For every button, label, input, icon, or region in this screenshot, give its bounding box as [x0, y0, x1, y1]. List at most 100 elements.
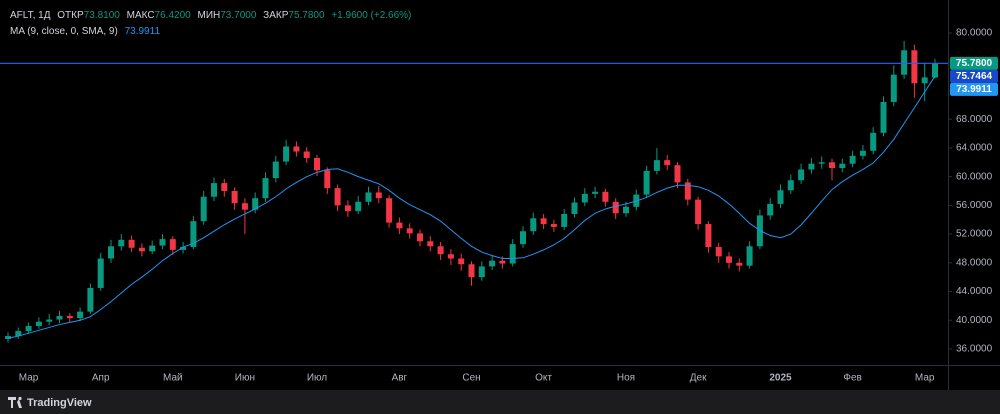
candle-body: [530, 218, 537, 232]
candle-body: [643, 170, 650, 195]
candle-body: [911, 50, 918, 84]
candle-body: [324, 170, 331, 189]
ma-price-label-box: [950, 82, 998, 96]
candle-body: [66, 315, 73, 319]
ma-name: MA (9, close, 0, SMA, 9): [10, 26, 118, 37]
candle-body: [726, 256, 732, 263]
candle-body: [221, 183, 228, 192]
candle-body: [241, 203, 248, 210]
candle-body: [849, 155, 856, 164]
open-label: ОТКР: [57, 10, 84, 21]
y-tick-label: 64.0000: [956, 143, 993, 154]
candle-body: [5, 336, 11, 339]
candle-body: [468, 264, 475, 278]
candle-body: [293, 146, 300, 152]
y-tick-label: 40.0000: [956, 315, 993, 326]
candle-body: [664, 160, 671, 166]
candle-body: [581, 193, 588, 203]
x-tick-label: Дек: [690, 373, 707, 384]
x-tick-label: Мар: [19, 373, 39, 384]
candle-body: [684, 182, 691, 200]
candle-body: [417, 233, 423, 242]
candle-body: [921, 77, 928, 84]
candle-body: [798, 169, 805, 181]
candle-body: [314, 157, 320, 171]
x-tick-label: Апр: [92, 373, 110, 384]
x-tick-label: Мар: [915, 373, 935, 384]
candle-body: [437, 246, 444, 255]
candle-body: [344, 205, 351, 212]
candle-body: [97, 258, 104, 288]
candle-body: [561, 213, 568, 227]
y-tick-label: 80.0000: [956, 28, 993, 39]
candle-body: [767, 203, 774, 216]
footer-brand: TradingView: [27, 397, 92, 409]
candle-body: [303, 151, 310, 158]
x-tick-label: Ноя: [617, 373, 635, 384]
candle-body: [818, 162, 825, 164]
candle-body: [932, 63, 938, 78]
x-tick-label: Окт: [535, 373, 552, 384]
candle-body: [211, 183, 217, 197]
candle-body: [787, 180, 794, 191]
y-tick-label: 68.0000: [956, 114, 993, 125]
x-tick-label: Июн: [235, 373, 255, 384]
candle-body: [880, 101, 887, 133]
candle-body: [262, 178, 269, 199]
candle-body: [35, 321, 42, 327]
candle-body: [334, 188, 341, 206]
candle-body: [427, 241, 434, 247]
candle-body: [77, 311, 84, 319]
candle-body: [365, 192, 372, 202]
candle-body: [540, 218, 547, 225]
candle-body: [386, 198, 393, 223]
candle-body: [520, 231, 526, 245]
x-tick-label: Авг: [392, 373, 408, 384]
indicator-legend: MA (9, close, 0, SMA, 9) 73.9911: [10, 26, 160, 37]
candle-body: [499, 260, 506, 264]
candle-body: [829, 162, 835, 169]
candle-body: [653, 160, 660, 171]
close-value: 75.7800: [288, 10, 325, 21]
candle-body: [839, 163, 846, 169]
candle-body: [901, 50, 908, 75]
x-tick-label: Май: [163, 373, 183, 384]
candle-body: [489, 260, 496, 267]
high-label: МАКС: [127, 10, 155, 21]
candle-body: [252, 198, 259, 210]
candle-body: [190, 221, 197, 248]
ma-value: 73.9911: [125, 26, 161, 37]
candle-body: [859, 150, 866, 156]
ma-line: [7, 75, 936, 339]
candle-body: [15, 331, 22, 337]
header-ohlc: AFLT, 1Д ОТКР73.8100 МАКС76.4200 МИН73.7…: [10, 10, 411, 21]
candle-body: [396, 222, 403, 229]
candle-body: [550, 224, 557, 227]
high-value: 76.4200: [155, 10, 192, 21]
y-tick-label: 48.0000: [956, 257, 993, 268]
candle-body: [128, 239, 135, 248]
ma-price-label: 73.9911: [956, 84, 992, 95]
candle-body: [46, 319, 53, 322]
candle-body: [736, 262, 743, 266]
x-tick-label: Сен: [462, 373, 480, 384]
candle-body: [592, 191, 599, 194]
candle-body: [200, 196, 207, 222]
y-tick-label: 52.0000: [956, 229, 993, 240]
candle-body: [159, 239, 166, 246]
candle-body: [509, 244, 516, 264]
candle-body: [890, 74, 897, 102]
open-value: 73.8100: [84, 10, 121, 21]
candle-body: [138, 247, 145, 252]
candle-body: [447, 254, 454, 259]
x-tick-label: 2025: [769, 373, 792, 384]
low-label: МИН: [197, 10, 220, 21]
candle-body: [715, 247, 722, 257]
y-tick-label: 60.0000: [956, 171, 993, 182]
change-value: +1.9600 (+2.66%): [331, 10, 411, 21]
candle-body: [149, 245, 156, 252]
candle-body: [231, 191, 238, 204]
candle-body: [777, 190, 784, 204]
symbol: AFLT, 1Д: [10, 10, 51, 21]
